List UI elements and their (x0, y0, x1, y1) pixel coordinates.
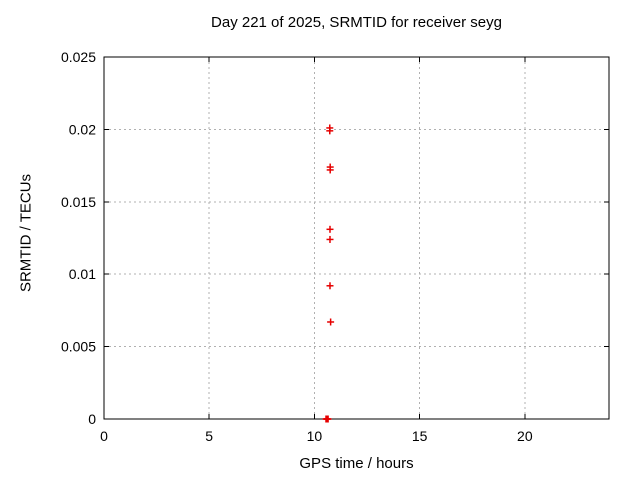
x-tick-label: 5 (205, 428, 213, 444)
x-tick-label: 0 (100, 428, 108, 444)
gridlines (104, 57, 609, 419)
plus-marker (327, 318, 335, 326)
plus-marker (326, 225, 334, 233)
x-tick-label: 10 (307, 428, 323, 444)
x-tick-label: 20 (517, 428, 533, 444)
y-tick-label: 0.01 (69, 266, 96, 282)
x-tick-labels: 0 5 10 15 20 (100, 428, 533, 444)
chart-title: Day 221 of 2025, SRMTID for receiver sey… (211, 14, 502, 31)
tick-marks (103, 56, 609, 420)
y-tick-label: 0.02 (69, 121, 96, 137)
y-tick-label: 0 (88, 411, 96, 427)
y-tick-label: 0.025 (61, 49, 96, 65)
data-points (322, 124, 335, 423)
axes-border (103, 56, 610, 420)
y-tick-label: 0.015 (61, 194, 96, 210)
plus-marker (324, 415, 332, 423)
x-axis-label: GPS time / hours (299, 455, 414, 472)
plus-marker (326, 235, 334, 243)
plus-marker (326, 166, 334, 174)
y-tick-labels: 0 0.005 0.01 0.015 0.02 0.025 (61, 49, 96, 427)
x-tick-label: 15 (412, 428, 428, 444)
plus-marker (326, 282, 334, 290)
y-tick-label: 0.005 (61, 339, 96, 355)
plus-marker (326, 127, 334, 135)
